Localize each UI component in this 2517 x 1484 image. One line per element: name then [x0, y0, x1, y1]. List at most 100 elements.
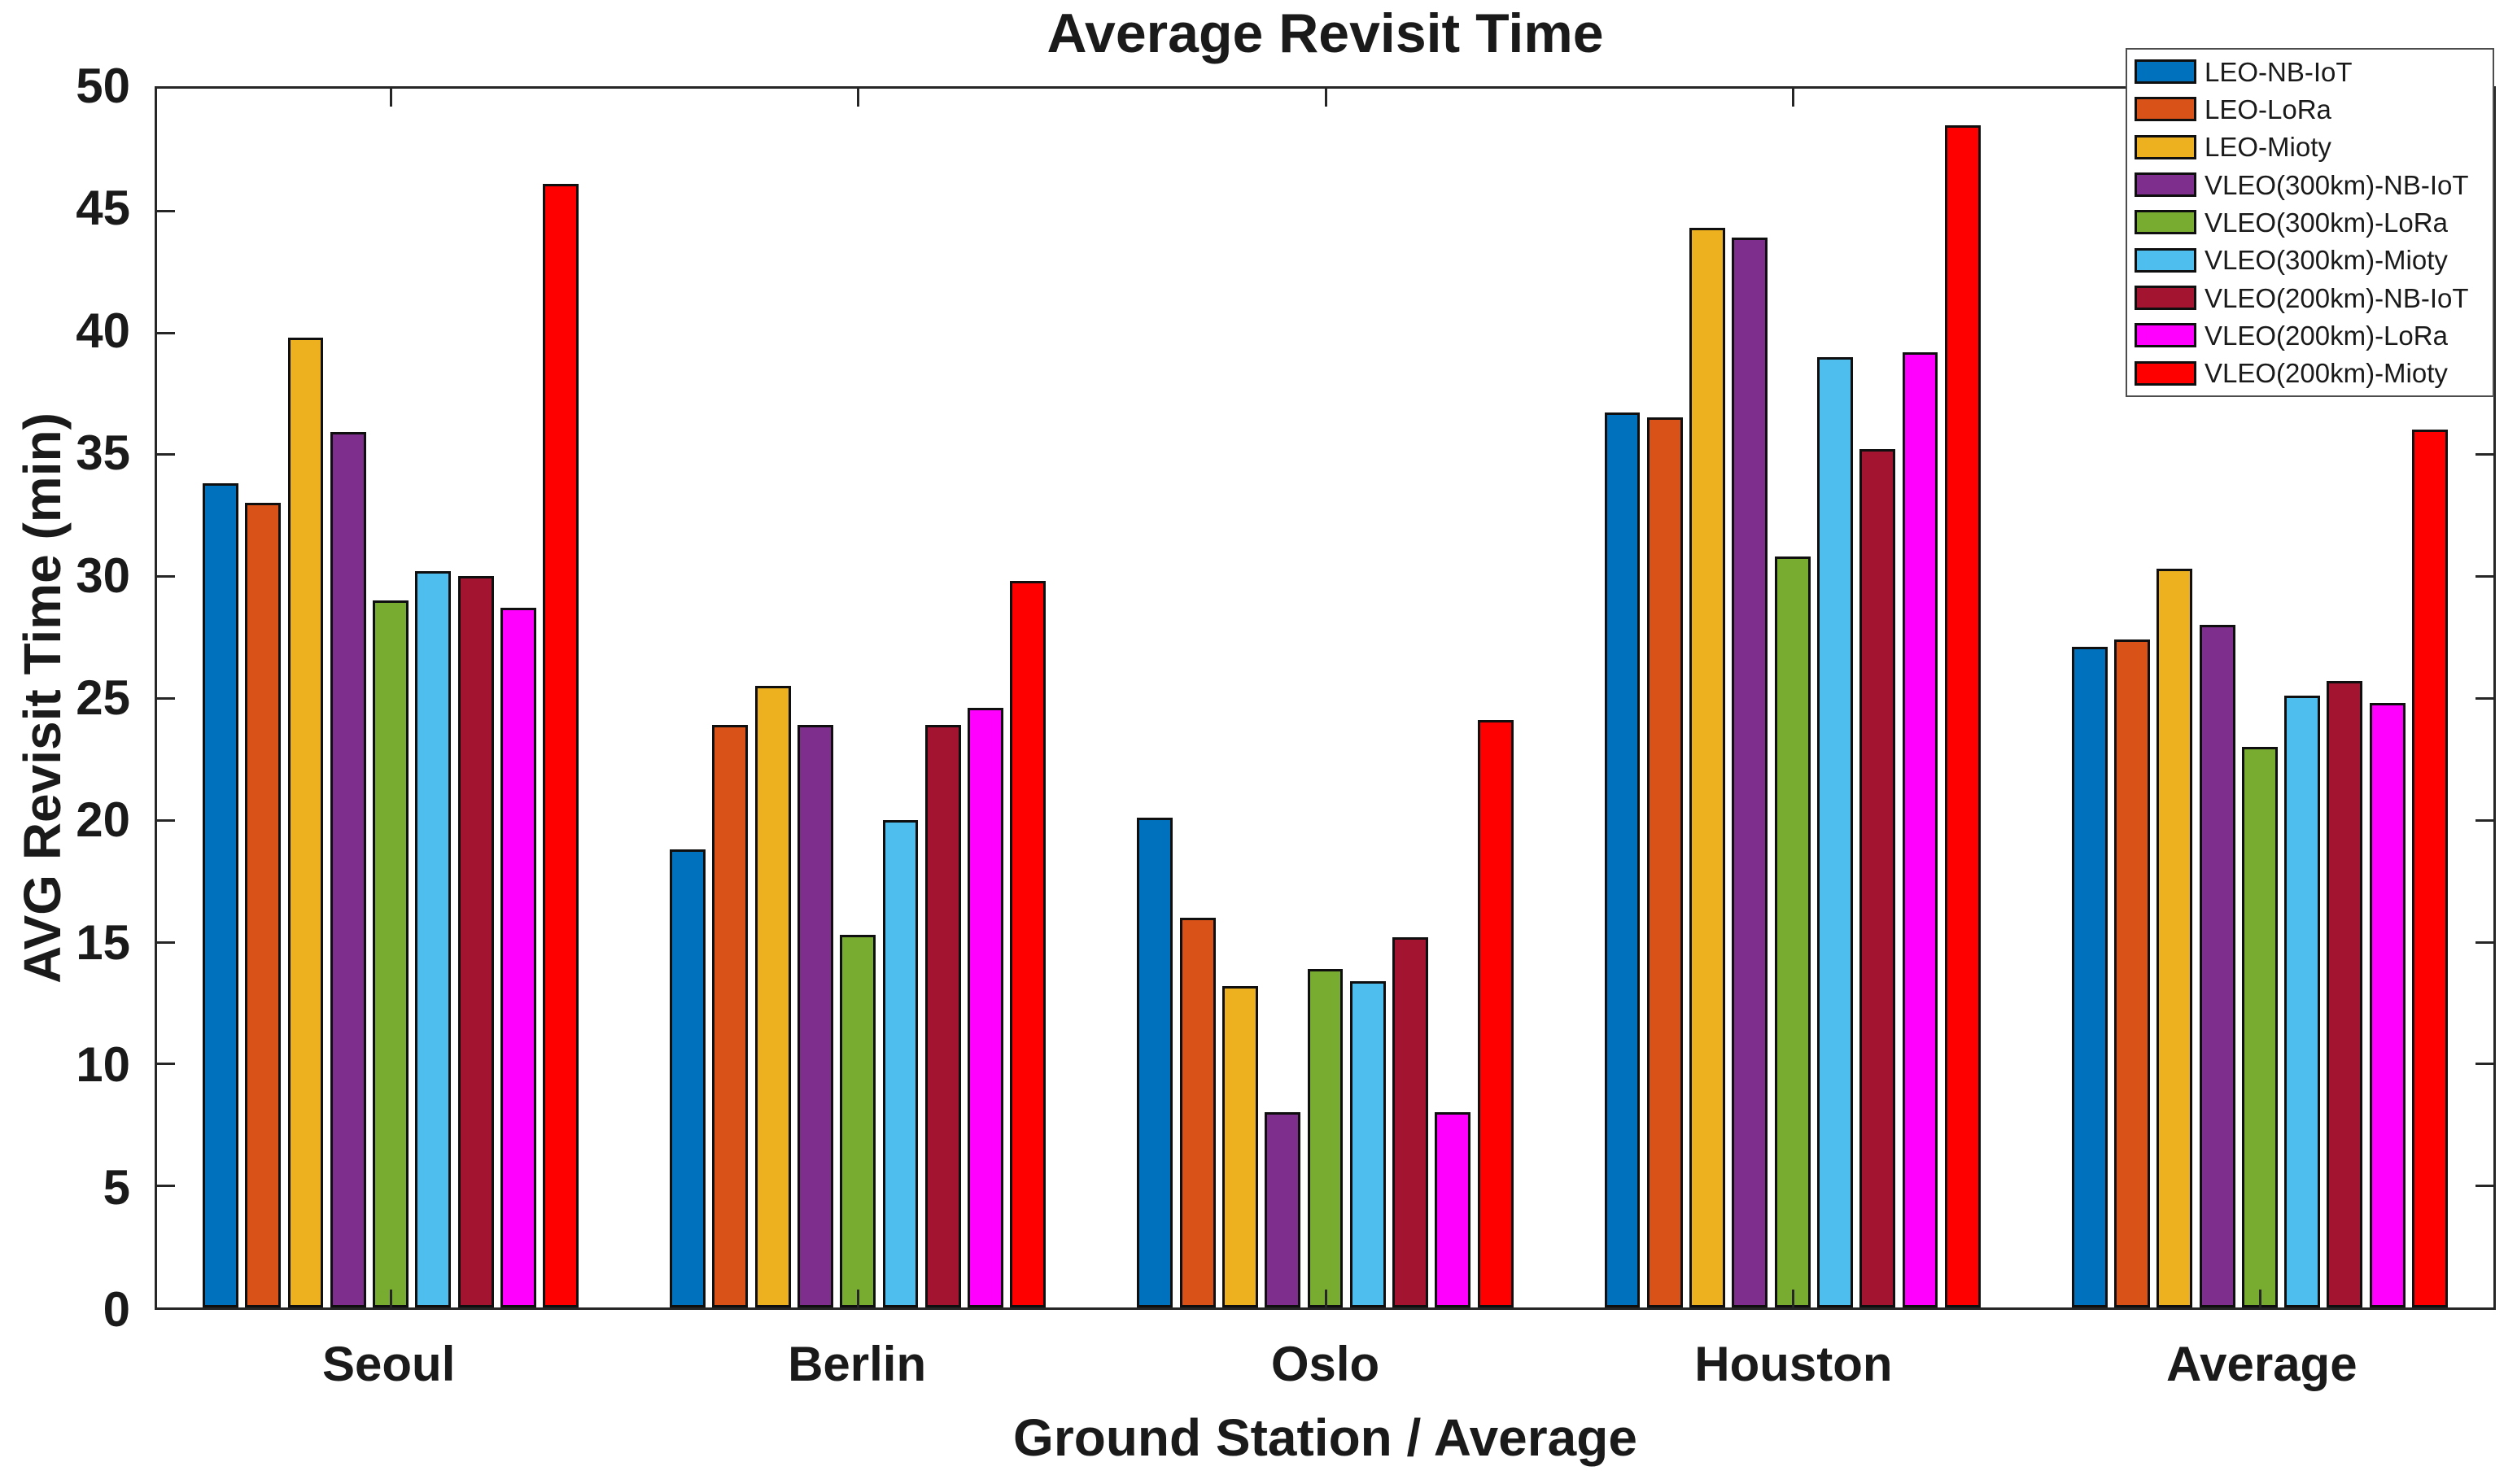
bar-group-houston — [1604, 89, 1981, 1307]
bar-group-seoul — [202, 89, 579, 1307]
legend-label: LEO-NB-IoT — [2205, 56, 2353, 87]
y-tick-label: 45 — [76, 181, 130, 236]
legend-label: VLEO(200km)-NB-IoT — [2205, 282, 2469, 313]
legend-swatch-icon — [2135, 323, 2196, 348]
bar-vleo-300km-lora-houston — [1774, 556, 1811, 1307]
y-axis-tick — [157, 1063, 175, 1066]
bar-vleo-200km-mioty-oslo — [1477, 719, 1514, 1307]
legend-item: VLEO(200km)-LoRa — [2127, 317, 2493, 353]
legend-label: LEO-LoRa — [2205, 94, 2331, 124]
x-axis-tick — [390, 89, 393, 107]
y-axis-tick — [157, 697, 175, 700]
legend-swatch-icon — [2135, 134, 2196, 159]
legend-swatch-icon — [2135, 59, 2196, 85]
bar-leo-mioty-average — [2156, 569, 2193, 1307]
legend-label: VLEO(300km)-LoRa — [2205, 207, 2448, 238]
bar-vleo-300km-nb-iot-houston — [1732, 237, 1768, 1307]
bar-vleo-300km-lora-seoul — [373, 600, 409, 1307]
legend-swatch-icon — [2135, 247, 2196, 273]
bar-vleo-200km-nb-iot-average — [2327, 681, 2363, 1307]
bar-group-average — [2071, 89, 2448, 1307]
x-axis-label: Ground Station / Average — [1013, 1408, 1637, 1467]
bar-vleo-200km-mioty-berlin — [1010, 581, 1047, 1307]
chart-title: Average Revisit Time — [1047, 2, 1604, 64]
bar-vleo-200km-lora-oslo — [1435, 1112, 1471, 1307]
x-axis-tick — [2258, 1290, 2261, 1307]
bar-leo-lora-seoul — [245, 503, 282, 1307]
legend-label: VLEO(300km)-Mioty — [2205, 245, 2448, 276]
legend-swatch-icon — [2135, 97, 2196, 122]
bar-vleo-300km-nb-iot-oslo — [1265, 1112, 1301, 1307]
bar-vleo-200km-mioty-houston — [1944, 124, 1981, 1307]
legend-swatch-icon — [2135, 360, 2196, 386]
bar-leo-nb-iot-average — [2071, 647, 2108, 1307]
bar-vleo-200km-mioty-average — [2412, 430, 2448, 1307]
x-tick-label: Seoul — [322, 1337, 456, 1391]
bar-vleo-300km-mioty-average — [2284, 696, 2321, 1307]
y-axis-tick — [2475, 575, 2493, 578]
legend-item: VLEO(200km)-NB-IoT — [2127, 280, 2493, 316]
y-tick-label: 35 — [76, 426, 130, 481]
y-tick-label: 50 — [76, 59, 130, 113]
bar-leo-nb-iot-oslo — [1137, 817, 1173, 1307]
legend: LEO-NB-IoT LEO-LoRa LEO-Mioty VLEO(300km)-N… — [2126, 48, 2494, 397]
legend-label: VLEO(200km)-LoRa — [2205, 320, 2448, 351]
y-tick-label: 30 — [76, 548, 130, 603]
bar-leo-mioty-berlin — [754, 686, 791, 1307]
legend-item: LEO-Mioty — [2127, 129, 2493, 165]
legend-item: LEO-LoRa — [2127, 91, 2493, 127]
x-axis-tick — [857, 1290, 860, 1307]
bar-vleo-300km-nb-iot-berlin — [797, 724, 833, 1307]
y-axis-tick — [2475, 1185, 2493, 1188]
legend-item: VLEO(300km)-LoRa — [2127, 204, 2493, 240]
bar-vleo-300km-mioty-houston — [1816, 356, 1853, 1307]
bar-vleo-200km-lora-seoul — [500, 608, 536, 1307]
bar-leo-nb-iot-seoul — [202, 483, 238, 1307]
legend-label: LEO-Mioty — [2205, 132, 2331, 163]
bar-vleo-200km-lora-houston — [1902, 351, 1938, 1307]
bar-vleo-200km-lora-berlin — [968, 707, 1004, 1307]
bar-vleo-300km-nb-iot-seoul — [330, 432, 366, 1307]
bar-leo-lora-oslo — [1179, 917, 1216, 1307]
y-axis-tick — [157, 818, 175, 822]
y-axis-tick — [157, 1185, 175, 1188]
x-tick-label: Berlin — [788, 1337, 927, 1391]
legend-swatch-icon — [2135, 172, 2196, 198]
bar-leo-nb-iot-berlin — [670, 849, 706, 1307]
bar-vleo-300km-lora-berlin — [840, 934, 876, 1307]
bar-leo-lora-berlin — [712, 724, 749, 1307]
x-axis-tick — [1324, 89, 1327, 107]
x-axis-tick — [1324, 1290, 1327, 1307]
bar-leo-lora-houston — [1646, 417, 1683, 1307]
bar-leo-mioty-oslo — [1221, 985, 1258, 1307]
x-tick-label: Houston — [1694, 1337, 1893, 1391]
bar-vleo-300km-lora-average — [2241, 746, 2278, 1307]
bar-group-berlin — [670, 89, 1047, 1307]
y-axis-tick — [2475, 818, 2493, 822]
y-tick-label: 10 — [76, 1037, 130, 1093]
bar-leo-mioty-seoul — [287, 337, 324, 1307]
y-tick-label: 20 — [76, 792, 130, 848]
y-axis-tick — [157, 575, 175, 578]
legend-swatch-icon — [2135, 286, 2196, 311]
bar-group-oslo — [1137, 89, 1514, 1307]
x-axis-tick — [1791, 1290, 1794, 1307]
legend-item: VLEO(300km)-Mioty — [2127, 242, 2493, 278]
bar-leo-nb-iot-houston — [1604, 412, 1641, 1307]
y-tick-label: 0 — [103, 1282, 130, 1337]
legend-item: VLEO(300km)-NB-IoT — [2127, 167, 2493, 203]
x-axis-tick — [390, 1290, 393, 1307]
y-axis-tick — [2475, 697, 2493, 700]
y-tick-label: 25 — [76, 670, 130, 725]
bar-vleo-200km-nb-iot-houston — [1859, 449, 1896, 1307]
y-axis-tick — [2475, 1063, 2493, 1066]
x-tick-label: Average — [2166, 1337, 2358, 1391]
y-axis-tick — [157, 331, 175, 334]
y-axis-tick — [157, 453, 175, 456]
bar-vleo-200km-nb-iot-seoul — [457, 576, 494, 1307]
bar-vleo-300km-mioty-oslo — [1349, 980, 1386, 1307]
bar-vleo-300km-mioty-seoul — [415, 571, 452, 1307]
y-axis-tick — [2475, 941, 2493, 944]
bar-vleo-300km-mioty-berlin — [882, 819, 919, 1307]
